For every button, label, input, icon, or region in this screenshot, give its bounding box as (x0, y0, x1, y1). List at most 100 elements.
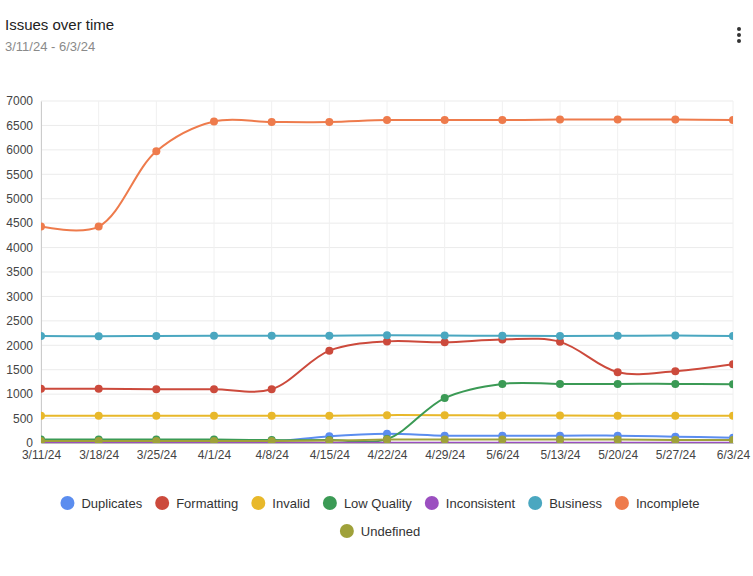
data-point[interactable] (41, 385, 45, 393)
data-point[interactable] (556, 411, 564, 419)
data-point[interactable] (671, 367, 679, 375)
data-point[interactable] (325, 347, 333, 355)
data-point[interactable] (614, 368, 622, 376)
menu-icon[interactable] (737, 27, 741, 43)
data-point[interactable] (671, 436, 679, 443)
legend-marker[interactable] (323, 496, 337, 510)
data-point[interactable] (268, 332, 276, 340)
legend-item[interactable]: Duplicates (60, 496, 142, 511)
data-point[interactable] (210, 332, 218, 340)
data-point[interactable] (268, 437, 276, 443)
data-point[interactable] (729, 116, 733, 124)
data-point[interactable] (268, 436, 276, 443)
data-point[interactable] (729, 332, 733, 340)
data-point[interactable] (95, 438, 103, 443)
legend-label[interactable]: Undefined (361, 524, 420, 539)
data-point[interactable] (556, 116, 564, 124)
data-point[interactable] (95, 412, 103, 420)
data-point[interactable] (41, 223, 45, 231)
data-point[interactable] (383, 331, 391, 339)
data-point[interactable] (210, 438, 218, 443)
data-point[interactable] (383, 116, 391, 124)
legend-marker[interactable] (425, 496, 439, 510)
data-point[interactable] (41, 412, 45, 420)
data-point[interactable] (325, 118, 333, 126)
data-point[interactable] (441, 332, 449, 340)
data-point[interactable] (95, 332, 103, 340)
data-point[interactable] (95, 223, 103, 231)
data-point[interactable] (152, 385, 160, 393)
data-point[interactable] (671, 116, 679, 124)
legend-label[interactable]: Inconsistent (446, 496, 516, 511)
data-point[interactable] (383, 411, 391, 419)
data-point[interactable] (614, 116, 622, 124)
legend-label[interactable]: Invalid (272, 496, 310, 511)
data-point[interactable] (556, 380, 564, 388)
data-point[interactable] (556, 332, 564, 340)
legend-marker[interactable] (340, 524, 354, 538)
data-point[interactable] (152, 332, 160, 340)
data-point[interactable] (729, 412, 733, 420)
data-point[interactable] (498, 116, 506, 124)
data-point[interactable] (498, 332, 506, 340)
data-point[interactable] (498, 411, 506, 419)
menu-dot[interactable] (737, 27, 741, 31)
data-point[interactable] (614, 436, 622, 443)
legend-item[interactable]: Inconsistent (425, 496, 516, 511)
data-point[interactable] (614, 380, 622, 388)
data-point[interactable] (383, 436, 391, 443)
data-point[interactable] (268, 412, 276, 420)
legend-label[interactable]: Incomplete (636, 496, 700, 511)
data-point[interactable] (729, 380, 733, 388)
data-point[interactable] (498, 380, 506, 388)
data-point[interactable] (441, 436, 449, 443)
data-point[interactable] (498, 436, 506, 443)
data-point[interactable] (614, 412, 622, 420)
data-point[interactable] (210, 385, 218, 393)
data-point[interactable] (729, 436, 733, 443)
legend-item[interactable]: Undefined (340, 524, 420, 539)
data-point[interactable] (441, 338, 449, 346)
data-point[interactable] (441, 394, 449, 402)
data-point[interactable] (268, 438, 276, 443)
data-point[interactable] (325, 412, 333, 420)
legend-marker[interactable] (251, 496, 265, 510)
data-point[interactable] (152, 437, 160, 443)
data-point[interactable] (325, 332, 333, 340)
data-point[interactable] (41, 437, 45, 443)
legend-marker[interactable] (528, 496, 542, 510)
data-point[interactable] (614, 332, 622, 340)
data-point[interactable] (210, 437, 218, 443)
menu-dot[interactable] (737, 33, 741, 37)
legend-item[interactable]: Invalid (251, 496, 310, 511)
data-point[interactable] (210, 118, 218, 126)
data-point[interactable] (671, 412, 679, 420)
data-point[interactable] (210, 412, 218, 420)
data-point[interactable] (325, 437, 333, 443)
data-point[interactable] (441, 411, 449, 419)
legend-item[interactable]: Incomplete (615, 496, 700, 511)
legend-item[interactable]: Low Quality (323, 496, 412, 511)
data-point[interactable] (441, 116, 449, 124)
data-point[interactable] (95, 437, 103, 443)
legend-marker[interactable] (60, 496, 74, 510)
legend-label[interactable]: Formatting (176, 496, 238, 511)
data-point[interactable] (671, 380, 679, 388)
data-point[interactable] (152, 412, 160, 420)
menu-dot[interactable] (737, 39, 741, 43)
legend-marker[interactable] (615, 496, 629, 510)
data-point[interactable] (556, 436, 564, 443)
data-point[interactable] (325, 436, 333, 443)
legend-label[interactable]: Low Quality (344, 496, 412, 511)
data-point[interactable] (95, 385, 103, 393)
data-point[interactable] (41, 332, 45, 340)
data-point[interactable] (268, 385, 276, 393)
data-point[interactable] (671, 332, 679, 340)
legend-item[interactable]: Formatting (155, 496, 238, 511)
data-point[interactable] (729, 360, 733, 368)
data-point[interactable] (268, 118, 276, 126)
data-point[interactable] (383, 435, 391, 443)
data-point[interactable] (152, 438, 160, 443)
legend-label[interactable]: Business (549, 496, 602, 511)
data-point[interactable] (152, 147, 160, 155)
